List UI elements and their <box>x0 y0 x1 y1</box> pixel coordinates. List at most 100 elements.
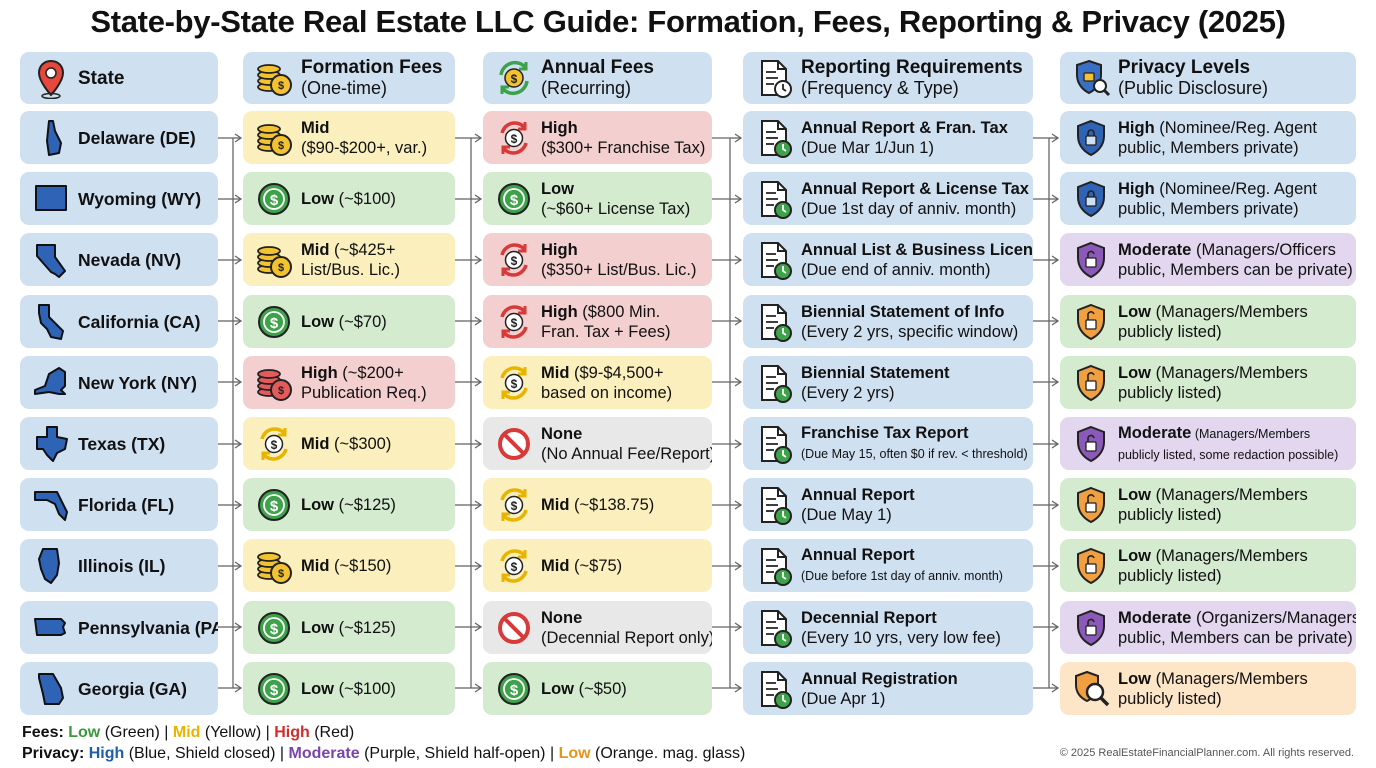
fee-level: Low <box>301 495 334 514</box>
fee-detail: ($300+ Franchise Tax) <box>541 138 706 157</box>
fee-amount: ($9-$4,500+ <box>569 363 664 382</box>
annual-fee-card: $ Low (~$50) <box>483 662 712 715</box>
connector-arrow <box>474 255 483 265</box>
page-title: State-by-State Real Estate LLC Guide: Fo… <box>90 4 1286 39</box>
annual-fee-card: $ Low (~$60+ License Tax) <box>483 172 712 225</box>
connector-arrow <box>474 194 483 204</box>
column-header-1: $ Formation Fees (One-time) <box>243 52 455 104</box>
formation-fee-card-text: Low (~$100) <box>301 679 396 699</box>
state-card-text: Pennsylvania (PA) <box>78 618 218 638</box>
coin-stack-icon: $ <box>251 55 297 101</box>
document-clock-icon <box>751 55 797 101</box>
svg-text:$: $ <box>511 499 518 513</box>
state-outline-icon <box>28 421 74 467</box>
privacy-detail-line2: publicly listed) <box>1118 505 1222 524</box>
fee-amount: (~$300) <box>329 434 392 453</box>
fee-amount: (~$150) <box>329 556 392 575</box>
legend-desc: (Green) <box>100 724 160 741</box>
reporting-card-text: Biennial Statement of Info (Every 2 yrs, … <box>801 302 1018 342</box>
state-outline-icon <box>28 237 74 283</box>
dollar-coin-icon: $ <box>491 666 537 712</box>
annual-fee-card: $ High ($300+ Franchise Tax) <box>483 111 712 164</box>
annual-fee-card: None (Decennial Report only) <box>483 601 712 654</box>
annual-fee-card-text: Mid ($9-$4,500+ based on income) <box>541 363 672 403</box>
report-due: (Due 1st day of anniv. month) <box>801 199 1017 218</box>
reporting-card-text: Annual Report & Fran. Tax (Due Mar 1/Jun … <box>801 118 1008 158</box>
column-header-0-text: State <box>78 68 124 89</box>
svg-text:$: $ <box>270 498 279 515</box>
header-title: Privacy Levels <box>1118 57 1251 78</box>
legend-word: Low <box>68 724 101 741</box>
prohibited-icon <box>491 421 537 467</box>
privacy-level: Low <box>1118 485 1151 504</box>
shield-open-icon <box>1068 543 1114 589</box>
privacy-card-text: Low (Managers/Members publicly listed) <box>1118 302 1308 342</box>
reporting-card-text: Annual Report & License Tax (Due 1st day … <box>801 179 1029 219</box>
fee-level: Mid <box>301 434 330 453</box>
connector-arrow <box>1051 194 1060 204</box>
recurring-dollar-icon: $ <box>491 543 537 589</box>
column-header-4-text: Privacy Levels (Public Disclosure) <box>1118 57 1268 99</box>
svg-text:$: $ <box>511 560 518 574</box>
privacy-legend: Privacy: High (Blue, Shield closed) | Mo… <box>22 745 745 763</box>
fee-amount: ($800 Min. <box>577 302 661 321</box>
annual-fee-card-text: Mid (~$75) <box>541 556 622 576</box>
privacy-card-text: Low (Managers/Members publicly listed) <box>1118 669 1308 709</box>
fee-level: Low <box>541 679 574 698</box>
formation-fee-card: $ Mid (~$425+ List/Bus. Lic.) <box>243 233 455 286</box>
state-name: Texas (TX) <box>78 433 166 454</box>
fee-detail: (~$60+ License Tax) <box>541 199 691 218</box>
formation-fee-card: $ Low (~$125) <box>243 601 455 654</box>
svg-text:$: $ <box>510 192 519 209</box>
annual-fee-card-text: Low (~$60+ License Tax) <box>541 179 690 219</box>
privacy-detail-line2: publicly listed) <box>1118 689 1222 708</box>
state-name: Florida (FL) <box>78 494 175 515</box>
header-subtitle: (One-time) <box>301 78 388 98</box>
state-card: New York (NY) <box>20 356 218 409</box>
connector-arrow <box>1051 133 1060 143</box>
privacy-card: Moderate (Managers/Officers public, Membe… <box>1060 233 1356 286</box>
report-due: (Every 10 yrs, very low fee) <box>801 628 1001 647</box>
connector-arrow <box>734 500 743 510</box>
column-header-3: Reporting Requirements (Frequency & Type) <box>743 52 1033 104</box>
state-card: Georgia (GA) <box>20 662 218 715</box>
formation-fee-card: $ Low (~$100) <box>243 662 455 715</box>
annual-fee-card: $ Mid ($9-$4,500+ based on income) <box>483 356 712 409</box>
dollar-coin-icon: $ <box>251 482 297 528</box>
state-card: Illinois (IL) <box>20 539 218 592</box>
connector-arrow <box>234 316 243 326</box>
svg-text:$: $ <box>510 682 519 699</box>
annual-fee-card-text: Mid (~$138.75) <box>541 495 654 515</box>
connector-arrow <box>234 500 243 510</box>
fee-level: High <box>301 363 338 382</box>
privacy-card: High (Nominee/Reg. Agent public, Members … <box>1060 172 1356 225</box>
document-clock-icon <box>751 482 797 528</box>
privacy-label: Privacy: <box>22 745 85 762</box>
state-card-text: Wyoming (WY) <box>78 189 201 209</box>
dollar-coin-icon: $ <box>251 299 297 345</box>
privacy-detail-line2: public, Members private) <box>1118 199 1299 218</box>
legend-desc: (Red) <box>309 724 355 741</box>
connector-arrow <box>474 316 483 326</box>
fee-detail: Publication Req.) <box>301 383 427 402</box>
document-clock-icon <box>751 299 797 345</box>
fee-detail: (Decennial Report only) <box>541 628 712 647</box>
fee-level: Mid <box>541 495 570 514</box>
connector-arrow <box>734 377 743 387</box>
state-card-text: New York (NY) <box>78 373 197 393</box>
document-clock-icon <box>751 237 797 283</box>
connector-arrow <box>1051 316 1060 326</box>
recurring-dollar-icon: $ <box>491 360 537 406</box>
formation-fee-card-text: High (~$200+ Publication Req.) <box>301 363 427 403</box>
reporting-card-text: Biennial Statement (Every 2 yrs) <box>801 363 950 403</box>
svg-text:$: $ <box>271 438 278 452</box>
document-clock-icon <box>751 176 797 222</box>
state-card-text: Illinois (IL) <box>78 556 166 576</box>
state-card: Nevada (NV) <box>20 233 218 286</box>
state-outline-icon <box>28 360 74 406</box>
connector-arrow <box>234 683 243 693</box>
connector-arrow <box>234 377 243 387</box>
privacy-detail-line2: publicly listed) <box>1118 322 1222 341</box>
privacy-card-text: High (Nominee/Reg. Agent public, Members … <box>1118 118 1317 158</box>
report-type: Annual Report <box>801 546 915 564</box>
